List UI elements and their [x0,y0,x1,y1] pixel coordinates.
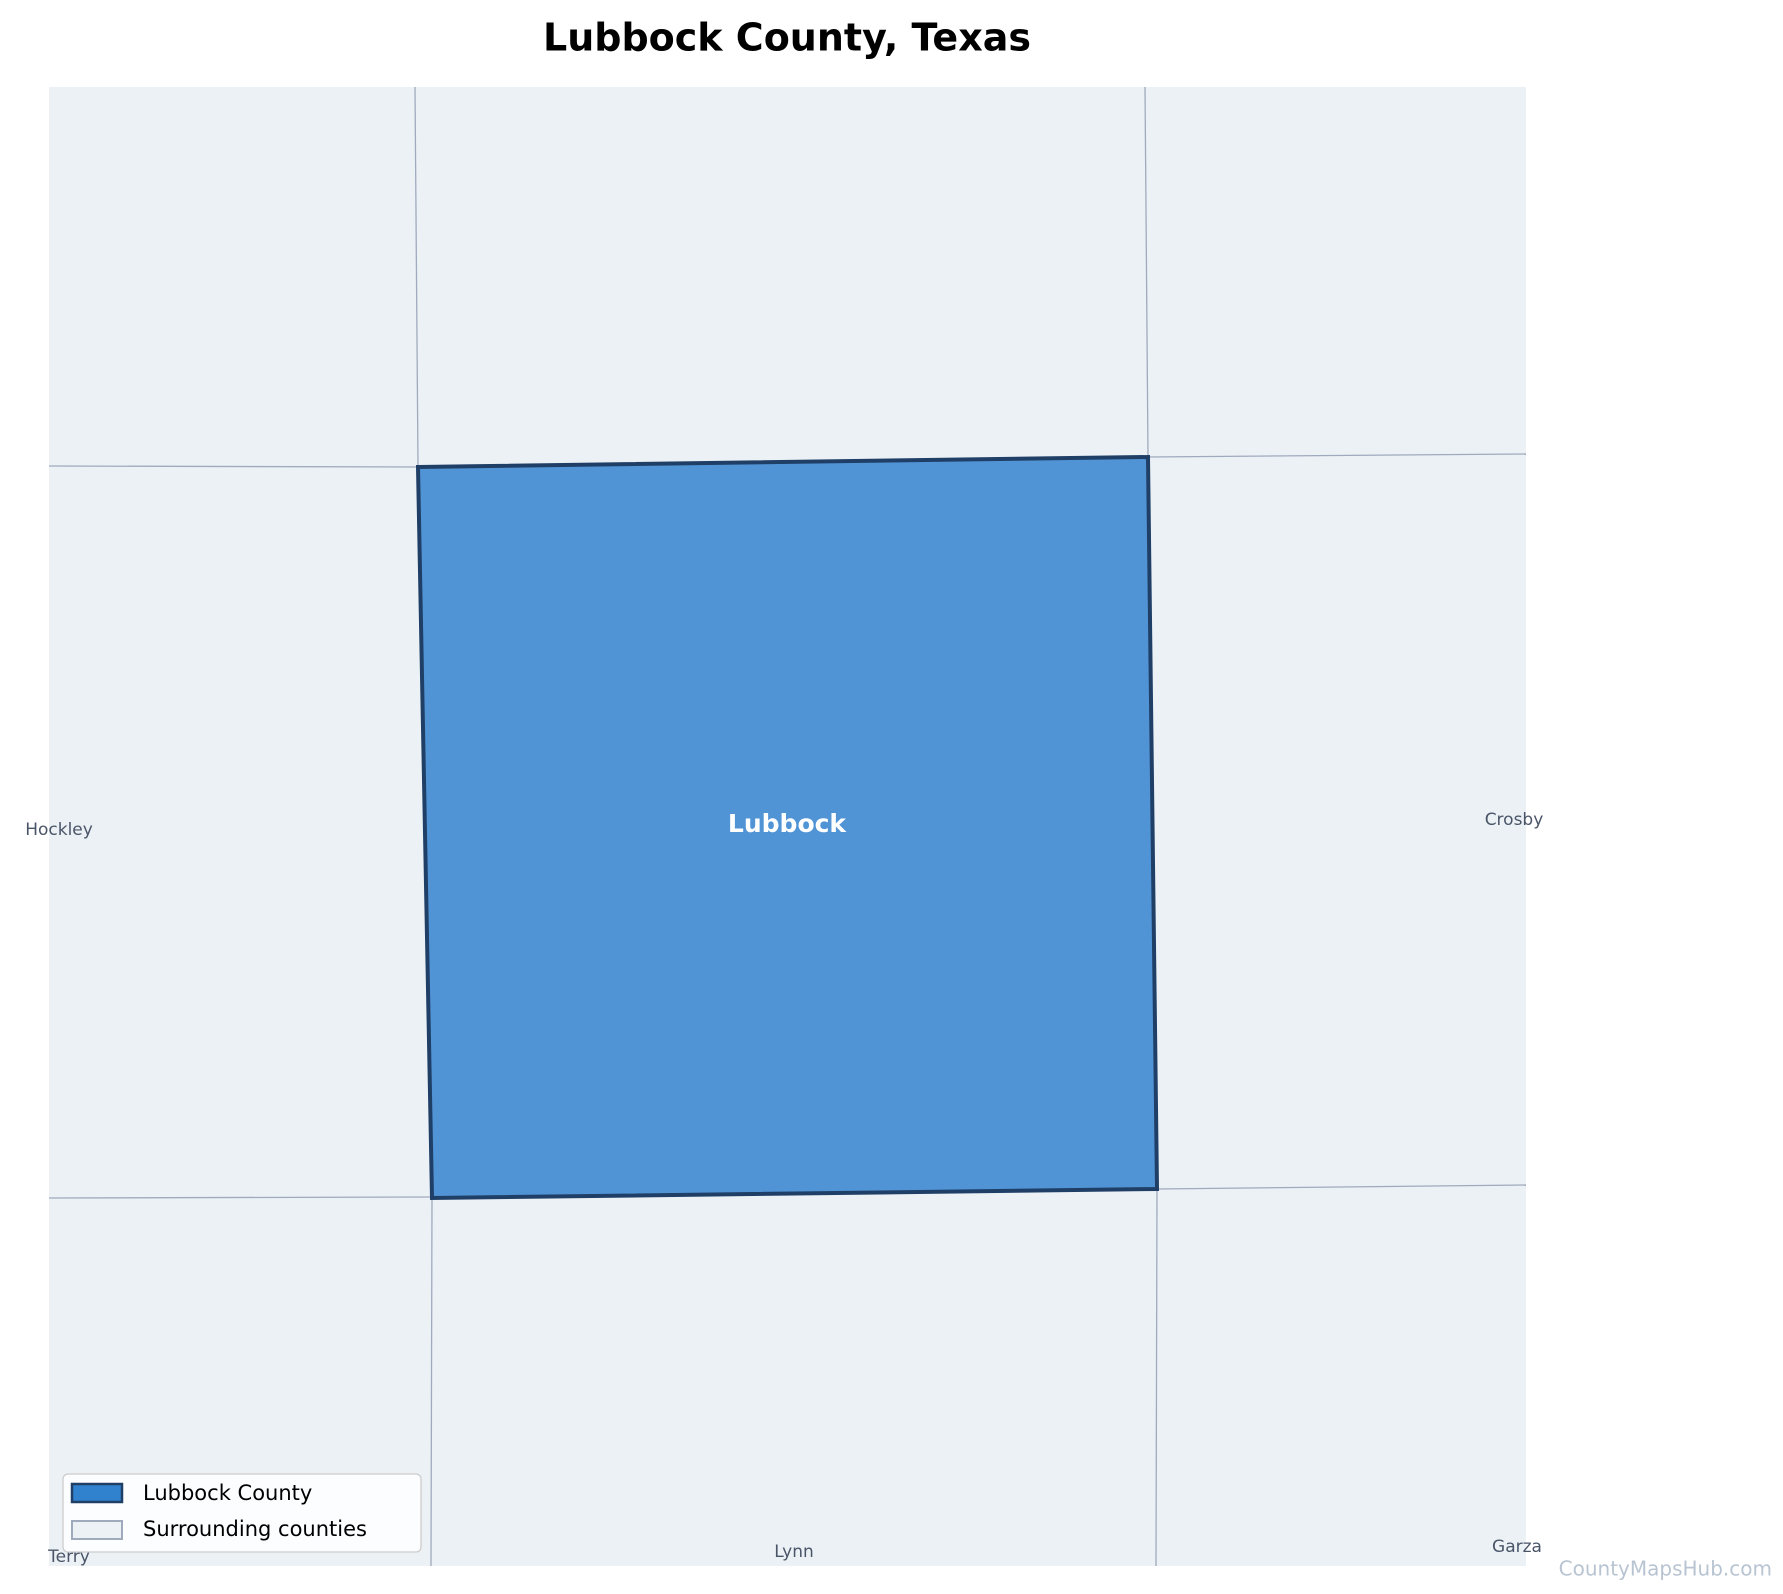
county-borders [48,86,1527,1567]
focus-label: Lubbock [728,809,848,838]
county-label: Garza [1492,1537,1542,1557]
focus-county [415,454,1160,1201]
legend-label: Lubbock County [143,1481,312,1505]
border [1147,453,1527,458]
county-label: Lynn [774,1542,814,1562]
border [48,465,419,468]
border [1144,86,1149,458]
legend: Lubbock County Surrounding counties [62,1473,422,1553]
legend-swatch [71,1520,123,1540]
border [430,1197,433,1567]
border [1156,1184,1527,1190]
border [48,1196,433,1199]
watermark: CountyMapsHub.com [1559,1557,1772,1581]
legend-box [62,1473,422,1553]
legend-label: Surrounding counties [143,1517,367,1541]
legend-swatch [70,1482,124,1504]
title: Lubbock County, Texas [543,16,1031,60]
county-label: Hockley [25,820,93,840]
border [414,86,419,468]
county-label: Crosby [1485,810,1544,830]
border [1155,1188,1158,1567]
